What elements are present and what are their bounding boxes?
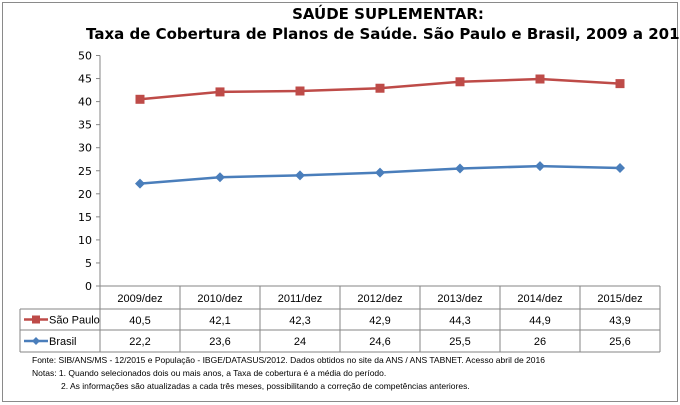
y-tick-label: 15 bbox=[78, 211, 92, 224]
y-tick-label: 5 bbox=[85, 257, 92, 270]
x-category-label: 2014/dez bbox=[517, 293, 562, 305]
data-label: 43,9 bbox=[609, 315, 630, 327]
data-point bbox=[295, 170, 305, 181]
legend-marker bbox=[32, 315, 40, 324]
data-label: 26 bbox=[534, 336, 546, 348]
chart-subtitle: Taxa de Cobertura de Planos de Saúde. Sã… bbox=[86, 25, 680, 43]
y-tick-label: 10 bbox=[78, 234, 92, 247]
y-tick-label: 0 bbox=[85, 280, 92, 293]
data-label: 42,9 bbox=[369, 315, 390, 327]
y-tick-label: 50 bbox=[78, 50, 92, 63]
y-tick-label: 20 bbox=[78, 188, 92, 201]
data-point bbox=[295, 86, 305, 96]
x-category-label: 2011/dez bbox=[278, 293, 322, 305]
data-point bbox=[375, 83, 385, 93]
data-point bbox=[535, 74, 545, 84]
x-category-label: 2009/dez bbox=[117, 293, 162, 305]
data-point bbox=[615, 79, 625, 89]
data-point bbox=[535, 161, 545, 172]
data-label: 22,2 bbox=[129, 336, 150, 348]
data-label: 42,3 bbox=[289, 315, 310, 327]
data-point bbox=[455, 77, 465, 87]
data-point bbox=[135, 94, 145, 104]
data-label: 44,3 bbox=[449, 315, 470, 327]
data-point bbox=[375, 167, 385, 178]
y-tick-label: 40 bbox=[78, 96, 92, 109]
chart-title: SAÚDE SUPLEMENTAR: bbox=[292, 5, 484, 23]
note-1: Notas: 1. Quando selecionados dois ou ma… bbox=[32, 368, 387, 378]
source-note: Fonte: SIB/ANS/MS - 12/2015 e População … bbox=[32, 355, 545, 365]
note-2: 2. As informações são atualizadas a cada… bbox=[61, 381, 470, 391]
data-label: 25,5 bbox=[449, 336, 470, 348]
data-point bbox=[135, 178, 145, 189]
y-tick-label: 25 bbox=[78, 165, 92, 178]
x-category-label: 2010/dez bbox=[197, 293, 242, 305]
data-point bbox=[615, 162, 625, 173]
y-tick-label: 30 bbox=[78, 142, 92, 155]
x-category-label: 2015/dez bbox=[597, 293, 642, 305]
data-label: 24 bbox=[294, 336, 306, 348]
legend-label: São Paulo bbox=[49, 315, 100, 327]
data-label: 23,6 bbox=[209, 336, 230, 348]
data-point bbox=[215, 87, 225, 97]
legend-label: Brasil bbox=[49, 336, 77, 348]
data-label: 44,9 bbox=[529, 315, 550, 327]
y-tick-label: 35 bbox=[78, 119, 92, 132]
data-point bbox=[215, 172, 225, 183]
x-category-label: 2012/dez bbox=[357, 293, 402, 305]
y-tick-label: 45 bbox=[78, 73, 92, 86]
data-label: 42,1 bbox=[209, 315, 230, 327]
data-label: 25,6 bbox=[609, 336, 630, 348]
x-category-label: 2013/dez bbox=[437, 293, 482, 305]
data-label: 24,6 bbox=[369, 336, 390, 348]
data-label: 40,5 bbox=[129, 315, 150, 327]
legend-marker bbox=[32, 337, 40, 345]
data-point bbox=[455, 163, 465, 174]
